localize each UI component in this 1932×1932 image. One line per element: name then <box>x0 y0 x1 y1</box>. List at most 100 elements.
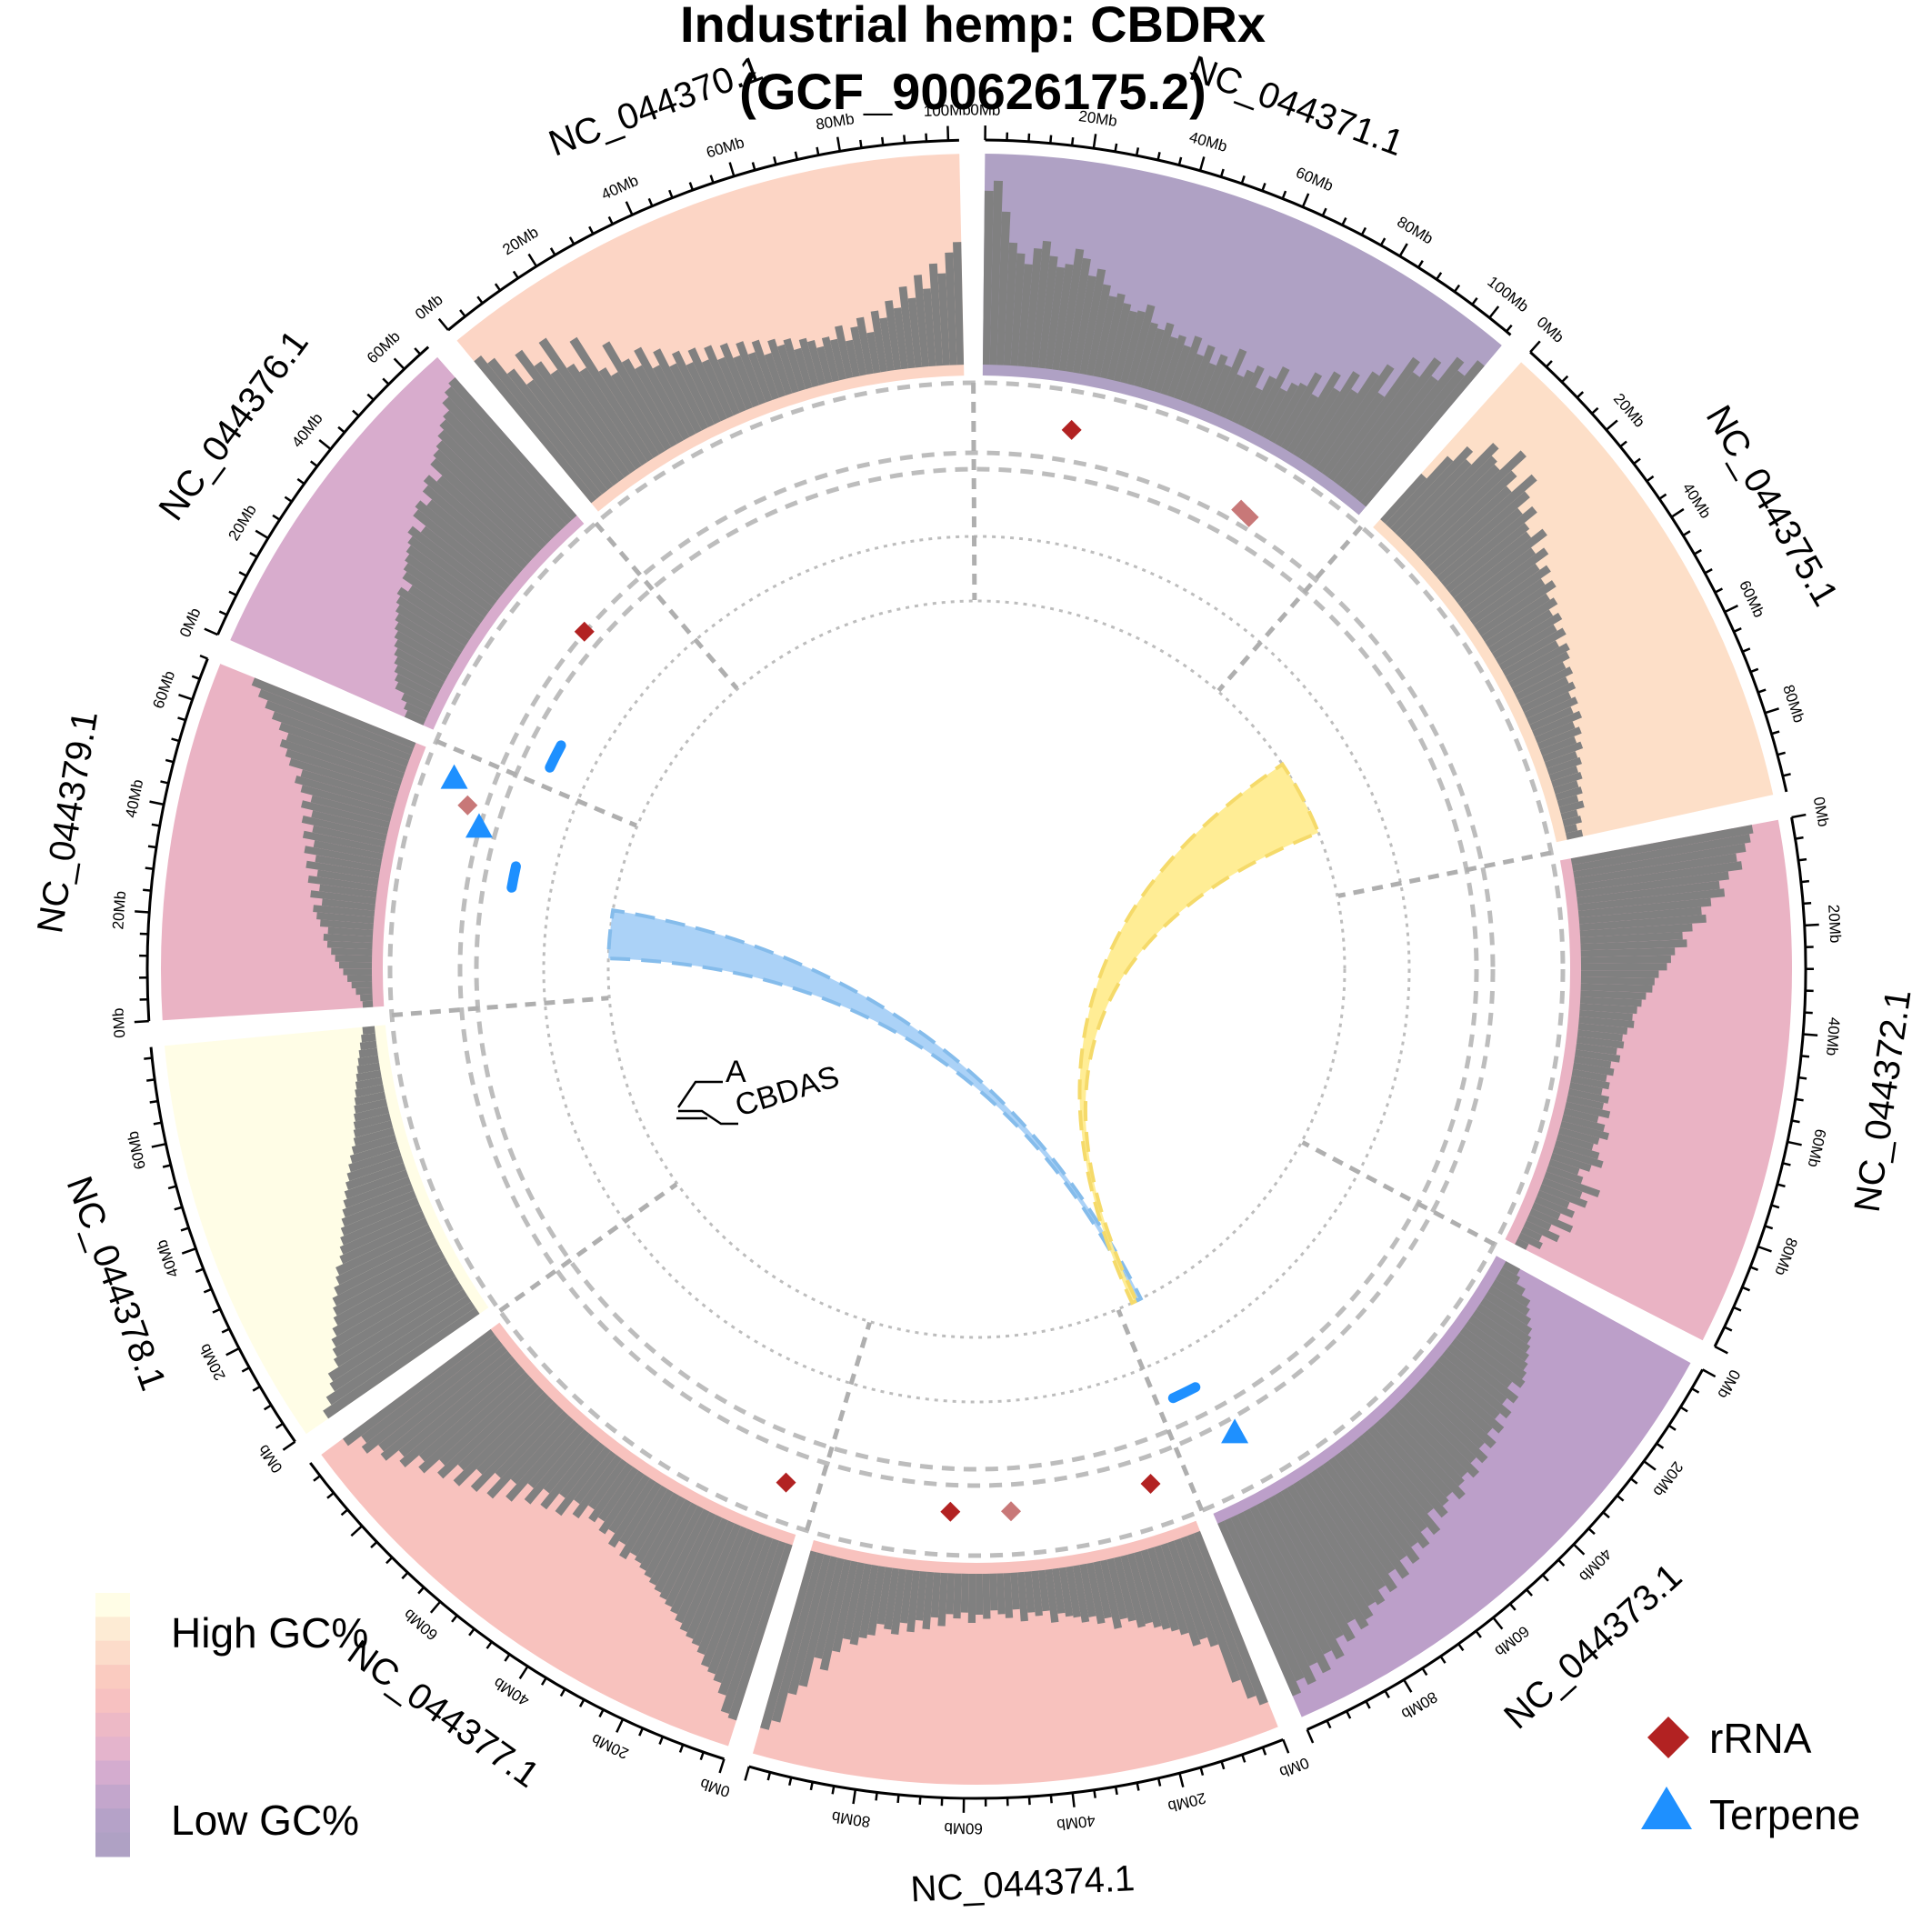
axis-tick <box>1800 879 1810 884</box>
gc-bar <box>327 926 374 936</box>
gc-bar <box>1568 1082 1603 1096</box>
link-layer <box>606 761 1321 1306</box>
gc-bar <box>1544 1171 1601 1198</box>
gc-bar <box>1304 389 1358 465</box>
gc-bar <box>1349 356 1465 498</box>
gc-bar <box>776 344 799 394</box>
axis-tick <box>744 1766 751 1781</box>
gc-bar <box>353 1113 392 1130</box>
axis-tick <box>1633 457 1641 465</box>
gc-bar <box>418 1366 526 1462</box>
gc-legend-swatch <box>95 1712 130 1737</box>
gc-bar <box>343 968 373 976</box>
gc-bar <box>453 1391 549 1487</box>
axis-tick <box>1591 406 1599 415</box>
axis-tick-label: 0Mb <box>698 1775 732 1800</box>
axis-tick <box>859 139 863 148</box>
gc-bar <box>1529 706 1574 731</box>
gc-bar <box>598 367 660 458</box>
gc-bar <box>1066 1566 1081 1618</box>
axis-tick <box>171 737 180 743</box>
gc-bar <box>349 1141 399 1164</box>
gc-bar <box>1045 1568 1059 1623</box>
gc-bar <box>310 890 376 905</box>
gc-bar <box>937 1572 948 1627</box>
gc-bar <box>278 722 407 774</box>
gc-bar <box>319 884 377 898</box>
gene-label-cbdas: CBDAS <box>731 1059 843 1124</box>
gc-bar <box>720 1540 786 1715</box>
gc-bar <box>348 1148 402 1173</box>
gc-bar <box>362 1000 374 1008</box>
gc-bar <box>783 338 806 392</box>
gc-bar <box>1473 578 1546 631</box>
gc-bar <box>251 677 416 749</box>
axis-tick <box>1797 857 1807 862</box>
axis-tick <box>1436 272 1443 281</box>
gc-bar <box>1553 780 1579 795</box>
axis-tick <box>249 552 258 558</box>
axis-tick <box>1791 813 1807 819</box>
gc-bar <box>323 1307 480 1419</box>
gc-bar <box>1280 394 1319 451</box>
gc-bar <box>1502 1261 1521 1276</box>
gc-bar <box>1557 795 1579 807</box>
axis-tick <box>1691 1387 1700 1394</box>
gc-bar <box>1457 547 1537 609</box>
gc-bar <box>922 1571 935 1630</box>
axis-tick <box>896 1794 900 1804</box>
axis-tick <box>1749 1266 1758 1271</box>
gc-bar <box>543 1433 596 1494</box>
gc-bar <box>1394 1401 1468 1478</box>
axis-tick <box>1670 507 1685 518</box>
axis-tick <box>527 253 538 267</box>
gc-bar <box>876 1567 893 1625</box>
gc-bar <box>1423 486 1512 567</box>
gc-bar <box>1580 970 1659 978</box>
axis-tick <box>1492 1617 1504 1630</box>
gc-bar <box>653 348 703 435</box>
gc-bar <box>1243 1508 1331 1674</box>
gc-bar <box>701 359 734 419</box>
gc-bar <box>794 347 813 390</box>
axis-tick <box>1156 152 1161 161</box>
gc-bar <box>696 1528 755 1656</box>
gc-bar <box>713 1536 774 1684</box>
axis-tick-label: 20Mb <box>1166 1789 1208 1816</box>
axis-tick-label: 0Mb <box>1277 1754 1312 1781</box>
gc-bar <box>534 361 625 482</box>
axis-tick-label: 20Mb <box>1825 904 1844 943</box>
gc-bar <box>906 1570 920 1633</box>
axis-tick <box>1757 1245 1772 1253</box>
axis-tick <box>773 156 777 165</box>
gc-bar <box>996 1573 1006 1615</box>
axis-tick <box>228 590 237 596</box>
axis-tick <box>174 1206 183 1211</box>
gene-cluster-bar <box>506 861 521 893</box>
gc-bar <box>665 1511 716 1607</box>
gc-bar <box>313 840 384 860</box>
gc-bar <box>1390 445 1474 534</box>
axis-tick <box>588 225 595 235</box>
gc-bar <box>639 1496 686 1571</box>
gc-bar <box>426 499 519 580</box>
gc-bar <box>816 345 833 384</box>
axis-tick <box>151 1142 166 1148</box>
axis-tick <box>1178 1772 1185 1788</box>
gc-bar <box>832 1560 858 1653</box>
gc-bar <box>355 1084 385 1098</box>
gc-bar <box>1106 303 1132 381</box>
gc-legend-low-label: Low GC% <box>171 1797 359 1844</box>
gc-bar <box>343 1328 496 1446</box>
axis-tick <box>1321 207 1327 216</box>
gc-bar <box>1480 1297 1533 1336</box>
axis-tick <box>147 845 157 849</box>
gc-bar <box>1237 386 1263 427</box>
axis-tick <box>1643 1460 1657 1471</box>
gc-bar <box>341 1190 417 1227</box>
gc-bar <box>787 1554 831 1696</box>
axis-tick <box>275 1422 284 1429</box>
gc-bar <box>433 449 543 555</box>
gc-bar <box>1166 345 1191 398</box>
gc-bar <box>1577 897 1712 918</box>
